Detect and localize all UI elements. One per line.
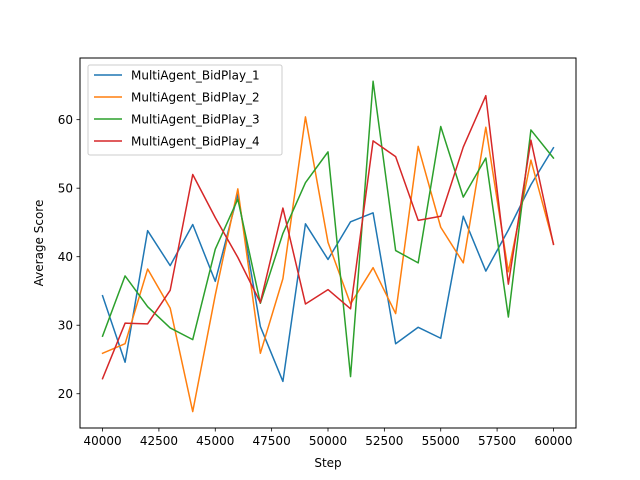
x-tick-label: 45000: [196, 434, 234, 448]
legend-label-3: MultiAgent_BidPlay_3: [131, 113, 260, 127]
x-tick-label: 60000: [534, 434, 572, 448]
y-tick-label: 60: [58, 113, 73, 127]
x-axis-title: Step: [314, 456, 341, 470]
x-tick-label: 57500: [478, 434, 516, 448]
series-line-4: [101, 94, 555, 380]
legend-label-2: MultiAgent_BidPlay_2: [131, 91, 260, 105]
x-tick-label: 40000: [83, 434, 121, 448]
y-tick-label: 40: [58, 250, 73, 264]
legend: MultiAgent_BidPlay_1 MultiAgent_BidPlay_2…: [87, 64, 283, 156]
x-tick-label: 55000: [422, 434, 460, 448]
y-tick-label: 20: [58, 387, 73, 401]
legend-box: [87, 64, 283, 156]
y-tick-label: 50: [58, 181, 73, 195]
y-axis: 20 30 40 50 60: [58, 113, 80, 401]
x-tick-label: 47500: [253, 434, 291, 448]
y-tick-label: 30: [58, 319, 73, 333]
legend-label-1: MultiAgent_BidPlay_1: [131, 69, 260, 83]
series-layer: [101, 80, 555, 413]
x-axis: 40000 42500 45000 47500 50000 52500 55000 57500…: [83, 428, 573, 448]
x-tick-label: 50000: [309, 434, 347, 448]
x-tick-label: 42500: [140, 434, 178, 448]
legend-label-4: MultiAgent_BidPlay_4: [131, 135, 260, 149]
x-tick-label: 52500: [365, 434, 403, 448]
series-line-3: [101, 80, 555, 378]
y-axis-title: Average Score: [32, 200, 46, 287]
